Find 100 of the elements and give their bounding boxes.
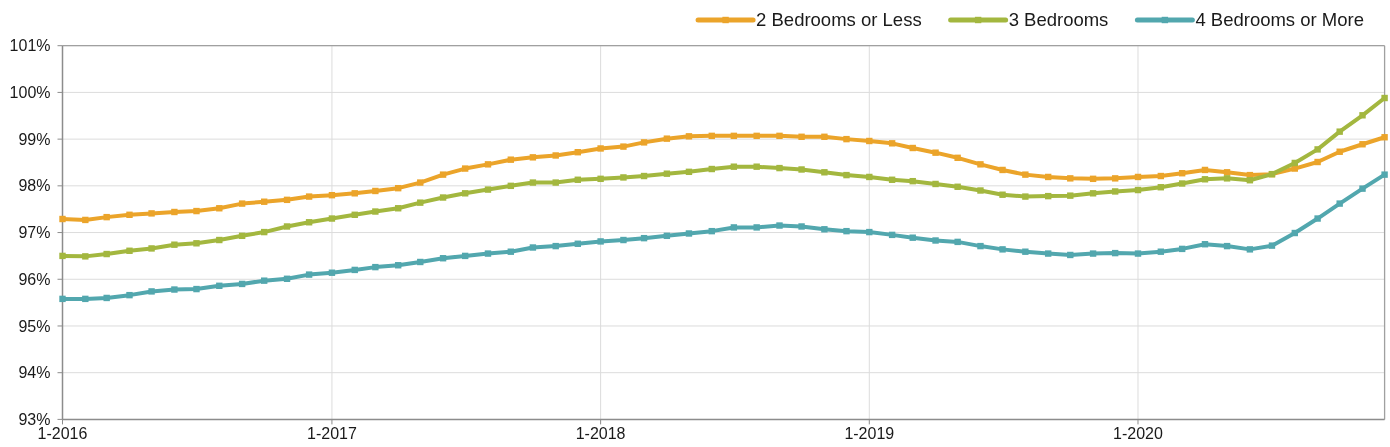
point bbox=[932, 237, 939, 244]
point bbox=[977, 187, 984, 194]
point bbox=[977, 242, 984, 250]
point bbox=[821, 226, 828, 233]
point bbox=[351, 190, 358, 197]
point bbox=[372, 208, 379, 215]
point bbox=[620, 174, 627, 181]
point bbox=[1089, 250, 1097, 257]
point bbox=[1022, 248, 1029, 255]
point bbox=[1336, 128, 1343, 135]
point bbox=[1336, 148, 1343, 155]
y-tick-label: 94% bbox=[18, 364, 51, 382]
point bbox=[1359, 185, 1366, 192]
point bbox=[597, 145, 604, 152]
point bbox=[685, 133, 693, 140]
point bbox=[484, 250, 492, 257]
point bbox=[1268, 242, 1276, 249]
point bbox=[1381, 171, 1388, 178]
point bbox=[193, 240, 200, 247]
y-tick-label: 100% bbox=[9, 84, 51, 102]
point bbox=[776, 132, 783, 140]
point bbox=[1022, 193, 1029, 200]
point bbox=[1314, 215, 1321, 222]
point bbox=[529, 244, 537, 251]
y-tick-label: 99% bbox=[18, 130, 51, 148]
point bbox=[730, 224, 738, 231]
point bbox=[620, 236, 627, 244]
point bbox=[776, 164, 783, 172]
y-tick-label: 98% bbox=[18, 177, 51, 195]
legend-label: 4 Bedrooms or More bbox=[1195, 9, 1364, 31]
y-tick-label: 97% bbox=[18, 224, 51, 242]
x-tick-label: 1-2017 bbox=[307, 425, 357, 443]
point bbox=[1314, 146, 1321, 153]
point bbox=[1381, 94, 1388, 102]
point bbox=[103, 250, 110, 258]
point bbox=[866, 137, 873, 145]
x-tick-label: 1-2020 bbox=[1113, 425, 1163, 443]
point bbox=[484, 186, 492, 193]
x-tick-label: 1-2016 bbox=[37, 425, 88, 443]
point bbox=[776, 222, 783, 229]
point bbox=[821, 133, 828, 140]
point bbox=[461, 190, 469, 197]
point bbox=[82, 216, 89, 224]
point bbox=[59, 215, 66, 223]
point bbox=[866, 228, 873, 236]
y-tick-label: 96% bbox=[18, 270, 51, 288]
point bbox=[261, 277, 268, 284]
legend-label: 2 Bedrooms or Less bbox=[756, 9, 922, 31]
point bbox=[753, 132, 760, 140]
point bbox=[753, 163, 760, 170]
point bbox=[932, 149, 939, 156]
point bbox=[954, 238, 961, 246]
y-tick-label: 101% bbox=[9, 37, 51, 55]
point bbox=[126, 291, 133, 299]
point bbox=[305, 271, 313, 278]
point bbox=[238, 200, 246, 207]
point bbox=[552, 152, 559, 159]
point bbox=[171, 286, 178, 293]
x-tick-label: 1-2019 bbox=[844, 425, 895, 443]
point bbox=[1359, 141, 1366, 148]
point bbox=[1134, 250, 1142, 257]
point bbox=[954, 154, 961, 162]
point bbox=[1022, 171, 1029, 178]
point bbox=[484, 161, 492, 168]
point bbox=[171, 208, 178, 216]
point bbox=[843, 135, 850, 143]
point bbox=[798, 223, 805, 230]
point bbox=[1359, 112, 1366, 119]
point bbox=[821, 169, 828, 176]
point bbox=[372, 187, 379, 195]
point bbox=[685, 230, 693, 237]
legend-label: 3 Bedrooms bbox=[1008, 9, 1109, 31]
point bbox=[82, 295, 89, 303]
point bbox=[529, 154, 537, 161]
point bbox=[417, 179, 424, 186]
point bbox=[932, 180, 939, 188]
point bbox=[597, 238, 604, 245]
point bbox=[59, 252, 66, 260]
point bbox=[843, 171, 850, 179]
point bbox=[103, 213, 110, 221]
point bbox=[439, 171, 447, 178]
point bbox=[305, 193, 313, 200]
point bbox=[126, 211, 133, 218]
point bbox=[148, 288, 155, 295]
point bbox=[1314, 158, 1321, 166]
point bbox=[126, 247, 133, 254]
point bbox=[866, 173, 873, 181]
point bbox=[1111, 188, 1119, 195]
x-tick-label: 1-2018 bbox=[575, 425, 626, 443]
point bbox=[1067, 175, 1074, 182]
point bbox=[529, 179, 537, 186]
point bbox=[82, 253, 89, 260]
point bbox=[372, 263, 379, 271]
point bbox=[507, 156, 515, 163]
point bbox=[1381, 134, 1388, 141]
point bbox=[730, 163, 738, 170]
point bbox=[798, 133, 805, 140]
point bbox=[954, 183, 961, 190]
point bbox=[1246, 246, 1254, 253]
point bbox=[1044, 250, 1052, 257]
